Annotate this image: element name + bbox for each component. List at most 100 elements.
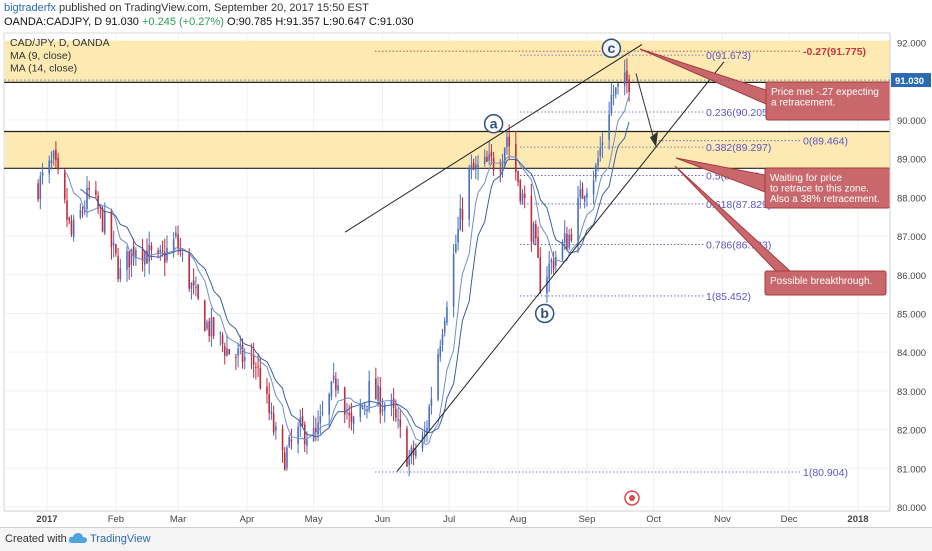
note-text-2: Waiting for price xyxy=(770,173,842,184)
candle-body xyxy=(48,160,51,174)
candle-body xyxy=(595,165,597,179)
candle-body xyxy=(161,250,164,252)
candle-body xyxy=(306,439,308,446)
candle-body xyxy=(581,188,584,200)
last-price-label: 91.030 xyxy=(895,76,924,87)
candle-body xyxy=(272,413,275,433)
candle-body xyxy=(126,251,128,270)
candle-body xyxy=(192,280,195,286)
fib-label: -0.27(91.775) xyxy=(803,46,866,58)
candle-body xyxy=(348,413,350,416)
candle-body xyxy=(101,208,104,232)
candle-body xyxy=(195,286,197,289)
tradingview-brand[interactable]: TradingView xyxy=(90,533,151,545)
candle-body xyxy=(457,228,459,243)
fib-label: 0(91.673) xyxy=(706,50,751,62)
candle-body xyxy=(270,411,273,414)
candle-body xyxy=(477,164,479,168)
time-tick-label: Mar xyxy=(170,514,186,525)
candle-body xyxy=(39,176,42,200)
ma-14-line xyxy=(80,121,630,438)
candle-body xyxy=(623,72,626,87)
candle-body xyxy=(577,198,579,244)
candle-body xyxy=(390,400,393,405)
price-chart[interactable]: 0(91.673)0.236(90.205)0.382(89.297)0.5(8… xyxy=(0,0,932,527)
candle-body xyxy=(172,238,175,251)
candle-body xyxy=(112,242,115,245)
candle-body xyxy=(359,406,362,417)
candle-body xyxy=(461,209,464,220)
candle-body xyxy=(503,148,506,164)
author-link[interactable]: bigtraderfx xyxy=(4,2,56,14)
candle-body xyxy=(197,284,199,299)
candle-body xyxy=(428,406,430,430)
fib-label: 1(80.904) xyxy=(803,467,848,479)
candle-body xyxy=(617,83,619,87)
candle-body xyxy=(150,245,153,251)
time-tick-label: 2018 xyxy=(847,514,868,525)
time-tick-label: Apr xyxy=(240,514,255,525)
candle-body xyxy=(366,405,368,408)
candle-body xyxy=(299,417,302,427)
retrace-arrow-head xyxy=(650,131,658,148)
candle-body xyxy=(252,355,255,365)
price-tick-label: 86.000 xyxy=(897,271,926,282)
candle-body xyxy=(368,380,370,409)
candle-body xyxy=(392,398,395,408)
candle-body xyxy=(381,409,384,412)
candle-body xyxy=(303,424,306,445)
candle-body xyxy=(103,210,106,234)
candle-body xyxy=(615,87,617,95)
candle-body xyxy=(50,160,53,164)
candle-body xyxy=(552,260,555,269)
candle-body xyxy=(468,168,470,220)
candle-body xyxy=(343,387,346,415)
candle-body xyxy=(52,151,55,159)
candle-body xyxy=(501,162,504,173)
candle-body xyxy=(330,381,333,397)
note-text-2: Also a 38% retracement. xyxy=(770,194,880,205)
candle-body xyxy=(286,447,288,468)
candle-body xyxy=(159,249,162,253)
chart-title: CAD/JPY, D, OANDA xyxy=(10,37,110,49)
candle-body xyxy=(297,426,299,444)
candle-body xyxy=(206,322,208,329)
wave-label-a: a xyxy=(490,115,498,131)
candle-body xyxy=(235,356,237,358)
candle-body xyxy=(63,170,66,200)
candle-body xyxy=(130,248,133,265)
note-text-2: to retrace to this zone. xyxy=(770,184,869,195)
time-tick-label: 2017 xyxy=(36,514,57,525)
candle-body xyxy=(72,219,75,237)
candle-body xyxy=(219,332,222,334)
price-tick-label: 87.000 xyxy=(897,232,926,243)
time-axis[interactable]: 2017 Feb Mar Apr May Jun Jul Aug Sep Oct Nov Dec 201… xyxy=(4,490,890,525)
candle-body xyxy=(446,307,448,323)
candle-body xyxy=(37,183,39,200)
candle-body xyxy=(555,256,557,266)
time-tick-label: Oct xyxy=(646,514,661,525)
candle-body xyxy=(550,259,553,263)
candle-body xyxy=(148,245,151,262)
price-tick-label: 80.000 xyxy=(897,503,926,514)
price-axis[interactable]: 80.000 81.000 82.000 83.000 84.000 85.000 86.0… xyxy=(4,33,931,514)
ma-9-line xyxy=(64,95,630,446)
candle-body xyxy=(410,447,413,457)
candle-body xyxy=(490,151,493,157)
candle-body xyxy=(328,394,330,415)
candle-body xyxy=(237,348,239,356)
last-price-marker xyxy=(891,73,931,88)
candle-body xyxy=(537,237,539,258)
candle-body xyxy=(55,149,57,161)
candle-body xyxy=(212,317,215,336)
candle-body xyxy=(210,317,213,337)
candle-body xyxy=(532,223,535,244)
plot-area xyxy=(3,32,891,512)
fibonacci-levels: 0(91.673)0.236(90.205)0.382(89.297)0.5(8… xyxy=(375,46,866,479)
candle-body xyxy=(41,172,44,176)
candle-body xyxy=(275,426,277,431)
candle-body xyxy=(443,320,446,333)
candle-body xyxy=(239,344,242,347)
candle-body xyxy=(363,404,366,407)
event-marker-dot xyxy=(629,495,635,501)
